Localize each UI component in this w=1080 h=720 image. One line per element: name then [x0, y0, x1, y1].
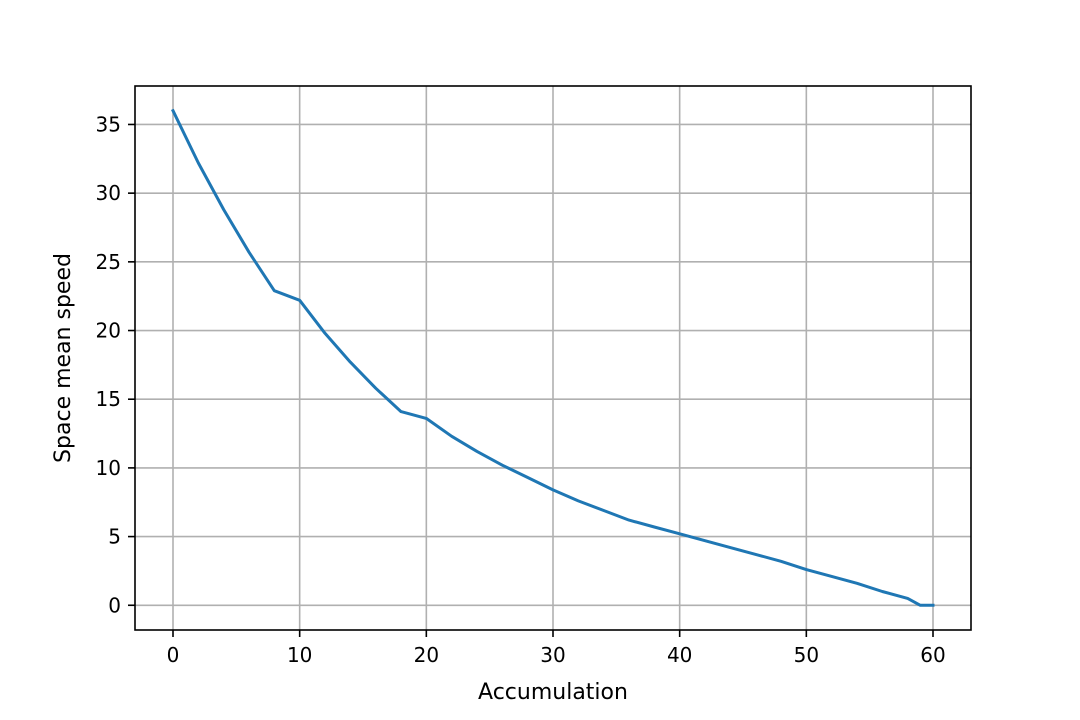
- x-tick-label: 40: [667, 643, 692, 667]
- series-line: [170, 108, 935, 607]
- x-tick-label: 10: [287, 643, 312, 667]
- y-axis-label: Space mean speed: [51, 253, 76, 463]
- x-tick-label: 20: [414, 643, 439, 667]
- y-tick-label: 5: [108, 525, 121, 549]
- y-tick-label: 25: [96, 250, 121, 274]
- x-axis-label: Accumulation: [478, 680, 628, 705]
- y-tick-label: 20: [96, 319, 121, 343]
- x-tick-label: 0: [167, 643, 180, 667]
- x-tick-label: 60: [920, 643, 945, 667]
- y-axis: 0 5 10 15 20 25 30 35: [96, 112, 135, 617]
- series-layer: [170, 108, 935, 607]
- x-axis: 0 10 20 30 40 50 60: [167, 630, 946, 667]
- y-tick-label: 0: [108, 593, 121, 617]
- x-tick-label: 50: [794, 643, 819, 667]
- y-tick-label: 30: [96, 181, 121, 205]
- grid: [135, 86, 971, 630]
- x-tick-label: 30: [540, 643, 565, 667]
- y-tick-label: 10: [96, 456, 121, 480]
- y-tick-label: 15: [96, 387, 121, 411]
- y-tick-label: 35: [96, 112, 121, 136]
